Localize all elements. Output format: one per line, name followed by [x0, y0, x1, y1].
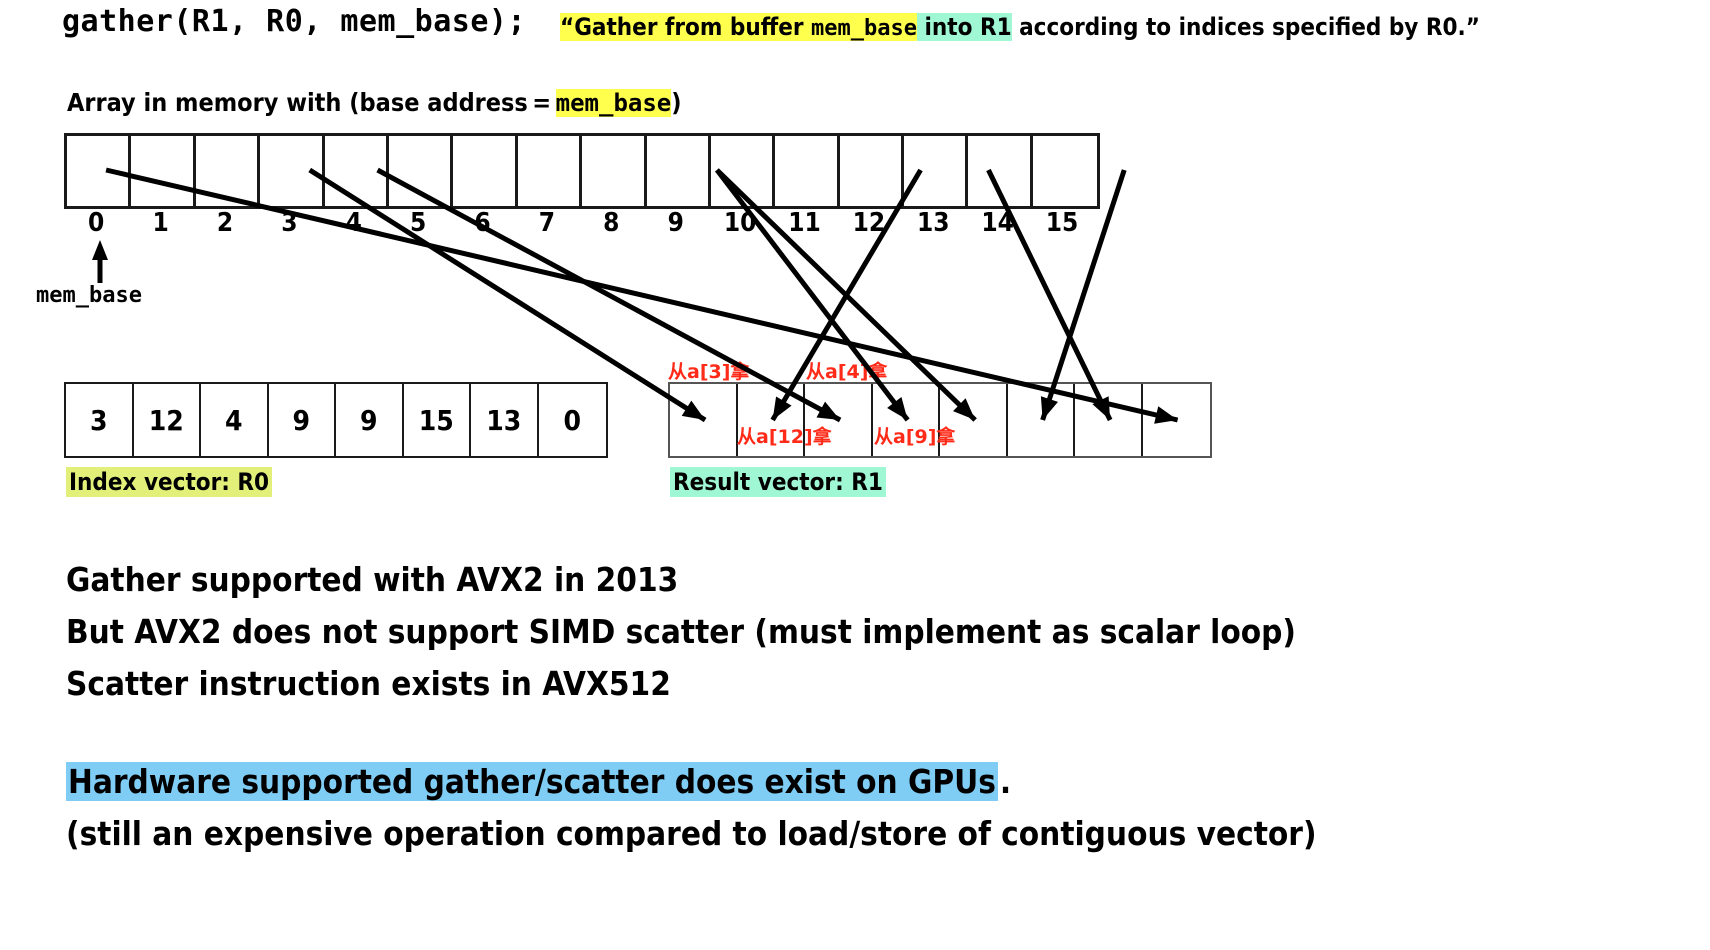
- result-vector-cell-7: [1143, 384, 1211, 456]
- mem-base-pointer-label: mem_base: [36, 283, 142, 308]
- array-caption: Array in memory with (base address = mem…: [67, 88, 682, 117]
- memory-index-2: 2: [216, 208, 234, 238]
- index-vector-cell-0: 3: [66, 384, 134, 456]
- memory-cell-8: [582, 136, 647, 206]
- memory-cell-5: [389, 136, 454, 206]
- memory-index-11: 11: [788, 208, 821, 238]
- result-vector-label: Result vector: R1: [670, 467, 886, 497]
- result-vector-cell-6: [1075, 384, 1143, 456]
- bullet-line-4-highlight: Hardware supported gather/scatter does e…: [66, 762, 998, 801]
- memory-index-14: 14: [981, 208, 1014, 238]
- memory-index-10: 10: [723, 208, 757, 238]
- memory-index-0: 0: [88, 208, 105, 238]
- bullet-line-3: Scatter instruction exists in AVX512: [66, 664, 671, 703]
- memory-cell-14: [968, 136, 1033, 206]
- memory-cell-2: [196, 136, 261, 206]
- quote-highlight-yellow: “Gather from buffer mem_base: [560, 13, 917, 41]
- source-annotation-2: 从a[12]拿: [737, 426, 832, 448]
- memory-index-4: 4: [345, 208, 362, 238]
- memory-cell-9: [647, 136, 711, 206]
- quote-highlight-green: into R1: [916, 13, 1012, 41]
- quote-mem-base-mono: mem_base: [811, 16, 917, 41]
- memory-index-13: 13: [916, 208, 950, 238]
- memory-index-1: 1: [152, 208, 169, 238]
- memory-cell-1: [131, 136, 196, 206]
- memory-index-12: 12: [852, 208, 886, 238]
- array-caption-mem-base: mem_base: [555, 89, 672, 117]
- source-annotation-3: 从a[9]拿: [874, 426, 956, 448]
- memory-index-labels: 0 1 2 3 4 5 6 7 8 9 10 11 12 13 14 15: [64, 208, 1150, 238]
- index-vector-cell-1: 12: [134, 384, 201, 456]
- gather-description-quote: “Gather from buffer mem_base into R1 acc…: [560, 13, 1480, 41]
- bullet-line-2: But AVX2 does not support SIMD scatter (…: [66, 612, 1296, 651]
- source-annotation-0: 从a[3]拿: [668, 361, 750, 383]
- memory-cell-6: [453, 136, 518, 206]
- array-caption-prefix: Array in memory with (base address =: [67, 88, 556, 117]
- index-vector-cell-5: 15: [404, 384, 471, 456]
- memory-index-3: 3: [281, 208, 298, 238]
- index-vector-cell-2: 4: [201, 384, 269, 456]
- bullet-line-1: Gather supported with AVX2 in 2013: [66, 560, 679, 599]
- bullet-spacer: [66, 710, 1366, 756]
- index-vector-label: Index vector: R0: [66, 467, 273, 497]
- memory-index-7: 7: [538, 208, 556, 238]
- index-vector-cell-3: 9: [269, 384, 336, 456]
- memory-index-5: 5: [410, 208, 427, 238]
- memory-cell-7: [518, 136, 583, 206]
- index-vector-cell-7: 0: [563, 403, 582, 437]
- memory-cell-12: [840, 136, 905, 206]
- source-annotation-1: 从a[4]拿: [806, 361, 888, 383]
- index-vector-cell-6: 13: [471, 384, 539, 456]
- bullet-line-4: Hardware supported gather/scatter does e…: [66, 756, 1366, 808]
- bullet-line-5: (still an expensive operation compared t…: [66, 814, 1317, 853]
- memory-index-6: 6: [474, 208, 491, 238]
- quote-rest-text: according to indices specified by R0.”: [1011, 13, 1480, 41]
- bullet-line-4-period: .: [999, 762, 1012, 801]
- memory-cell-13: [904, 136, 969, 206]
- memory-cell-3: [260, 136, 325, 206]
- memory-cell-4: [325, 136, 389, 206]
- memory-cell-0: [67, 136, 132, 206]
- index-vector-boxes: 3 12 4 9 9 15 13 0: [64, 382, 608, 458]
- quote-open-text: “Gather from buffer: [560, 13, 812, 41]
- memory-index-8: 8: [603, 208, 620, 238]
- memory-cell-15: [1033, 136, 1097, 206]
- result-vector-cell-5: [1008, 384, 1075, 456]
- memory-index-15: 15: [1045, 208, 1079, 238]
- memory-cell-10: [711, 136, 776, 206]
- bullet-text-block: Gather supported with AVX2 in 2013 But A…: [66, 554, 1366, 860]
- memory-cell-11: [775, 136, 840, 206]
- gather-call-code: gather(R1, R0, mem_base);: [62, 4, 527, 39]
- memory-array: [64, 133, 1101, 209]
- memory-index-9: 9: [667, 208, 684, 238]
- array-caption-suffix: ): [671, 88, 682, 117]
- result-vector-cell-0: [670, 384, 738, 456]
- index-vector-cell-4: 9: [336, 384, 404, 456]
